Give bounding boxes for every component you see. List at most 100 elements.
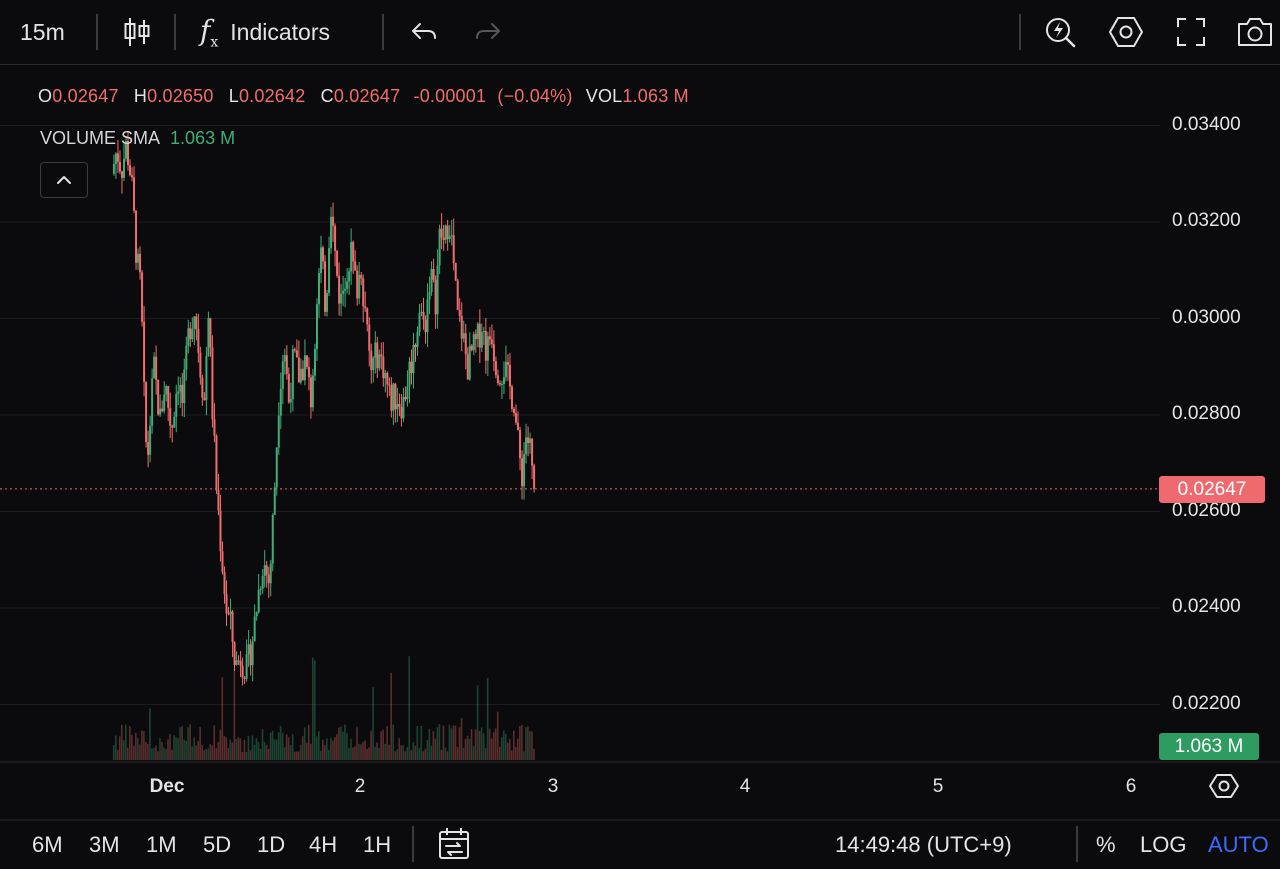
candle-body [309, 377, 312, 408]
range-6m[interactable]: 6M [32, 832, 63, 857]
chart-grid [0, 125, 1160, 705]
volume-bar [512, 730, 515, 760]
volume-bar [267, 749, 270, 760]
redo-icon[interactable] [474, 0, 502, 64]
candle-body [261, 576, 264, 589]
volume-bar [490, 738, 493, 760]
candle-body [523, 454, 526, 487]
volume-bar [285, 734, 288, 760]
volume-bar [470, 729, 473, 760]
volume-bar [521, 724, 523, 760]
candle-body [498, 382, 501, 385]
calendar-range-icon[interactable] [436, 826, 472, 862]
candle-body [313, 349, 316, 376]
candle-body [191, 328, 194, 340]
volume-bar [372, 686, 374, 760]
volume-bar [287, 737, 290, 760]
volume-bar [237, 737, 240, 760]
range-5d[interactable]: 5D [203, 832, 232, 857]
settings-hex-icon[interactable] [1108, 0, 1144, 64]
volume-bar [474, 729, 477, 760]
candle-body [295, 350, 298, 358]
volume-bar [225, 737, 228, 760]
volume-bar [478, 730, 481, 760]
percent-toggle[interactable]: % [1096, 832, 1116, 857]
log-toggle[interactable]: LOG [1140, 832, 1187, 857]
volume-bar [307, 724, 310, 760]
toolbar-divider [1019, 14, 1021, 50]
volume-bar [402, 745, 405, 760]
candle-body [412, 344, 415, 374]
candle-body [464, 333, 467, 355]
volume-bar [456, 747, 459, 760]
fullscreen-icon[interactable] [1176, 0, 1206, 64]
range-1d[interactable]: 1D [257, 832, 286, 857]
volume-bar [398, 738, 401, 760]
candle-body [271, 515, 274, 564]
volume-bar [324, 745, 326, 760]
candle-body [430, 269, 433, 292]
candle-body [346, 281, 349, 289]
time-tick: 4 [739, 776, 751, 797]
volume-bar [315, 736, 318, 760]
range-1m[interactable]: 1M [146, 832, 177, 857]
range-4h[interactable]: 4H [309, 832, 338, 857]
candle-body [153, 356, 156, 379]
volume-bar [454, 725, 457, 760]
candle-body [512, 408, 515, 414]
candle-body [279, 388, 282, 416]
top-toolbar: 15m fx Indicators [0, 0, 1280, 65]
candle-body [422, 311, 425, 320]
camera-icon[interactable] [1236, 0, 1274, 64]
range-1h[interactable]: 1H [363, 832, 392, 857]
indicators-button[interactable]: fx Indicators [200, 0, 330, 64]
volume-bar [502, 730, 505, 760]
candle-body [275, 447, 278, 488]
volume-bar [400, 745, 403, 760]
volume-bar [480, 727, 483, 760]
candle-body [494, 361, 497, 376]
quick-trade-icon[interactable] [1044, 0, 1078, 64]
undo-icon[interactable] [410, 0, 438, 64]
time-tick: 3 [547, 776, 559, 797]
volume-bar [203, 750, 205, 760]
candle-body [324, 261, 327, 312]
volume-bar [277, 732, 280, 760]
volume-bar [269, 732, 272, 760]
candle-body [273, 487, 276, 516]
axis-settings-icon[interactable] [1208, 772, 1240, 800]
volume-bar [235, 739, 238, 760]
candle-body [442, 237, 445, 240]
candlestick-icon[interactable] [122, 0, 152, 64]
interval-selector[interactable]: 15m [20, 18, 65, 45]
range-3m[interactable]: 3M [89, 832, 120, 857]
candle-body [237, 660, 240, 662]
candle-body [452, 235, 455, 264]
volume-bar [519, 726, 521, 760]
volume-bar [384, 743, 386, 760]
volume-bar [219, 729, 222, 760]
volume-bar [239, 738, 242, 760]
candle-body [229, 611, 232, 614]
low-key: L [228, 86, 239, 106]
volume-bar [472, 746, 475, 760]
auto-toggle[interactable]: AUTO [1208, 832, 1269, 857]
price-tick: 0.02200 [1172, 693, 1241, 714]
volume-bar [153, 747, 155, 760]
candle-body [508, 364, 511, 387]
candle-body [213, 419, 216, 436]
volume-bar [303, 727, 306, 760]
candle-body [420, 311, 423, 314]
volume-bar [356, 726, 358, 760]
collapse-legend-button[interactable] [40, 162, 88, 198]
high-value: 0.02650 [147, 86, 214, 106]
candle-body [378, 354, 381, 369]
candle-body [328, 248, 331, 293]
candle-body [478, 323, 481, 348]
clock-timezone[interactable]: 14:49:48 (UTC+9) [835, 832, 1012, 857]
volume-sma-label: VOLUME SMA [40, 128, 161, 148]
volume-bar [205, 749, 208, 760]
candle-body [243, 677, 246, 679]
candle-body [257, 589, 260, 613]
